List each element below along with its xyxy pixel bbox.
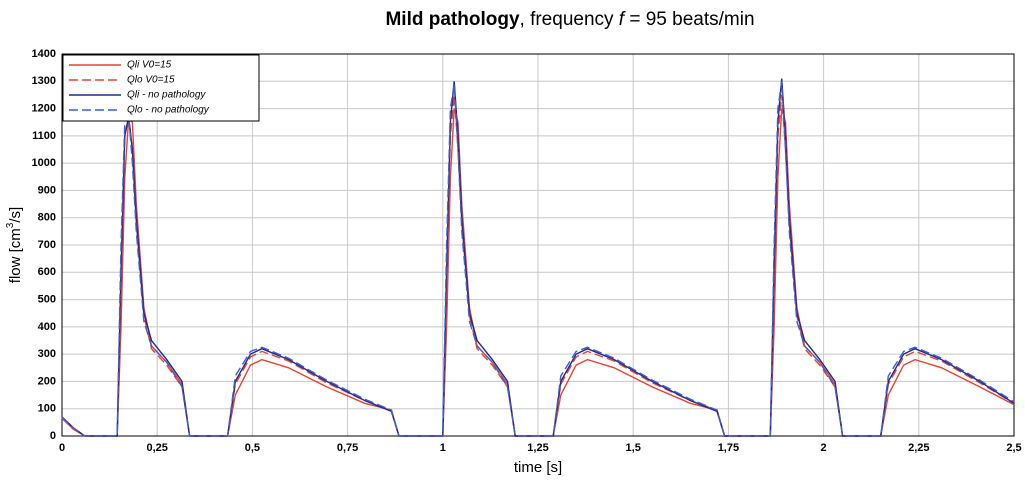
x-tick-label: 0: [59, 442, 65, 454]
y-tick-label: 800: [38, 212, 56, 224]
label-part: flow [cm: [7, 228, 24, 283]
line-series: [61, 81, 1015, 437]
y-tick-label: 1100: [32, 130, 56, 142]
y-tick-label: 300: [38, 348, 56, 360]
y-tick-label: 400: [38, 321, 56, 333]
x-tick-label: 1,25: [527, 442, 548, 454]
y-tick-label: 100: [38, 403, 56, 415]
y-tick-label: 900: [38, 184, 56, 196]
line-series: [61, 78, 1015, 437]
legend-label: Qli - no pathology: [127, 90, 206, 101]
x-tick-label: 1: [440, 442, 446, 454]
chart-title: Mild pathology, frequency f = 95 beats/m…: [385, 9, 754, 30]
title-part: f: [619, 9, 626, 30]
legend-label: Qlo - no pathology: [127, 105, 210, 116]
x-tick-label: 0,5: [245, 442, 260, 454]
x-tick-label: 2,5: [1006, 442, 1021, 454]
y-tick-label: 600: [38, 266, 56, 278]
title-part: Mild pathology: [385, 9, 519, 30]
x-axis-label: time [s]: [514, 459, 562, 476]
legend-label: Qlo V0=15: [127, 75, 175, 86]
x-tick-label: 2: [821, 442, 827, 454]
title-part: = 95 beats/min: [624, 9, 754, 30]
label-part: 3: [5, 222, 16, 228]
y-tick-label: 200: [38, 375, 56, 387]
x-tick-label: 0,25: [146, 442, 167, 454]
x-tick-label: 1,5: [626, 442, 641, 454]
line-series: [61, 94, 1015, 437]
y-tick-label: 500: [38, 293, 56, 305]
y-axis-label: flow [cm3/s]: [5, 207, 24, 283]
x-tick-label: 0,75: [337, 442, 358, 454]
title-part: , frequency: [520, 9, 619, 30]
y-tick-label: 700: [38, 239, 56, 251]
x-tick-label: 2,25: [908, 442, 929, 454]
y-tick-label: 1200: [32, 102, 56, 114]
y-tick-label: 1000: [32, 157, 56, 169]
x-tick-label: 1,75: [718, 442, 739, 454]
y-tick-label: 1300: [32, 75, 56, 87]
legend-label: Qli V0=15: [127, 60, 172, 71]
y-tick-label: 1400: [32, 48, 56, 60]
label-part: /s]: [7, 207, 24, 223]
y-tick-label: 0: [50, 430, 56, 442]
